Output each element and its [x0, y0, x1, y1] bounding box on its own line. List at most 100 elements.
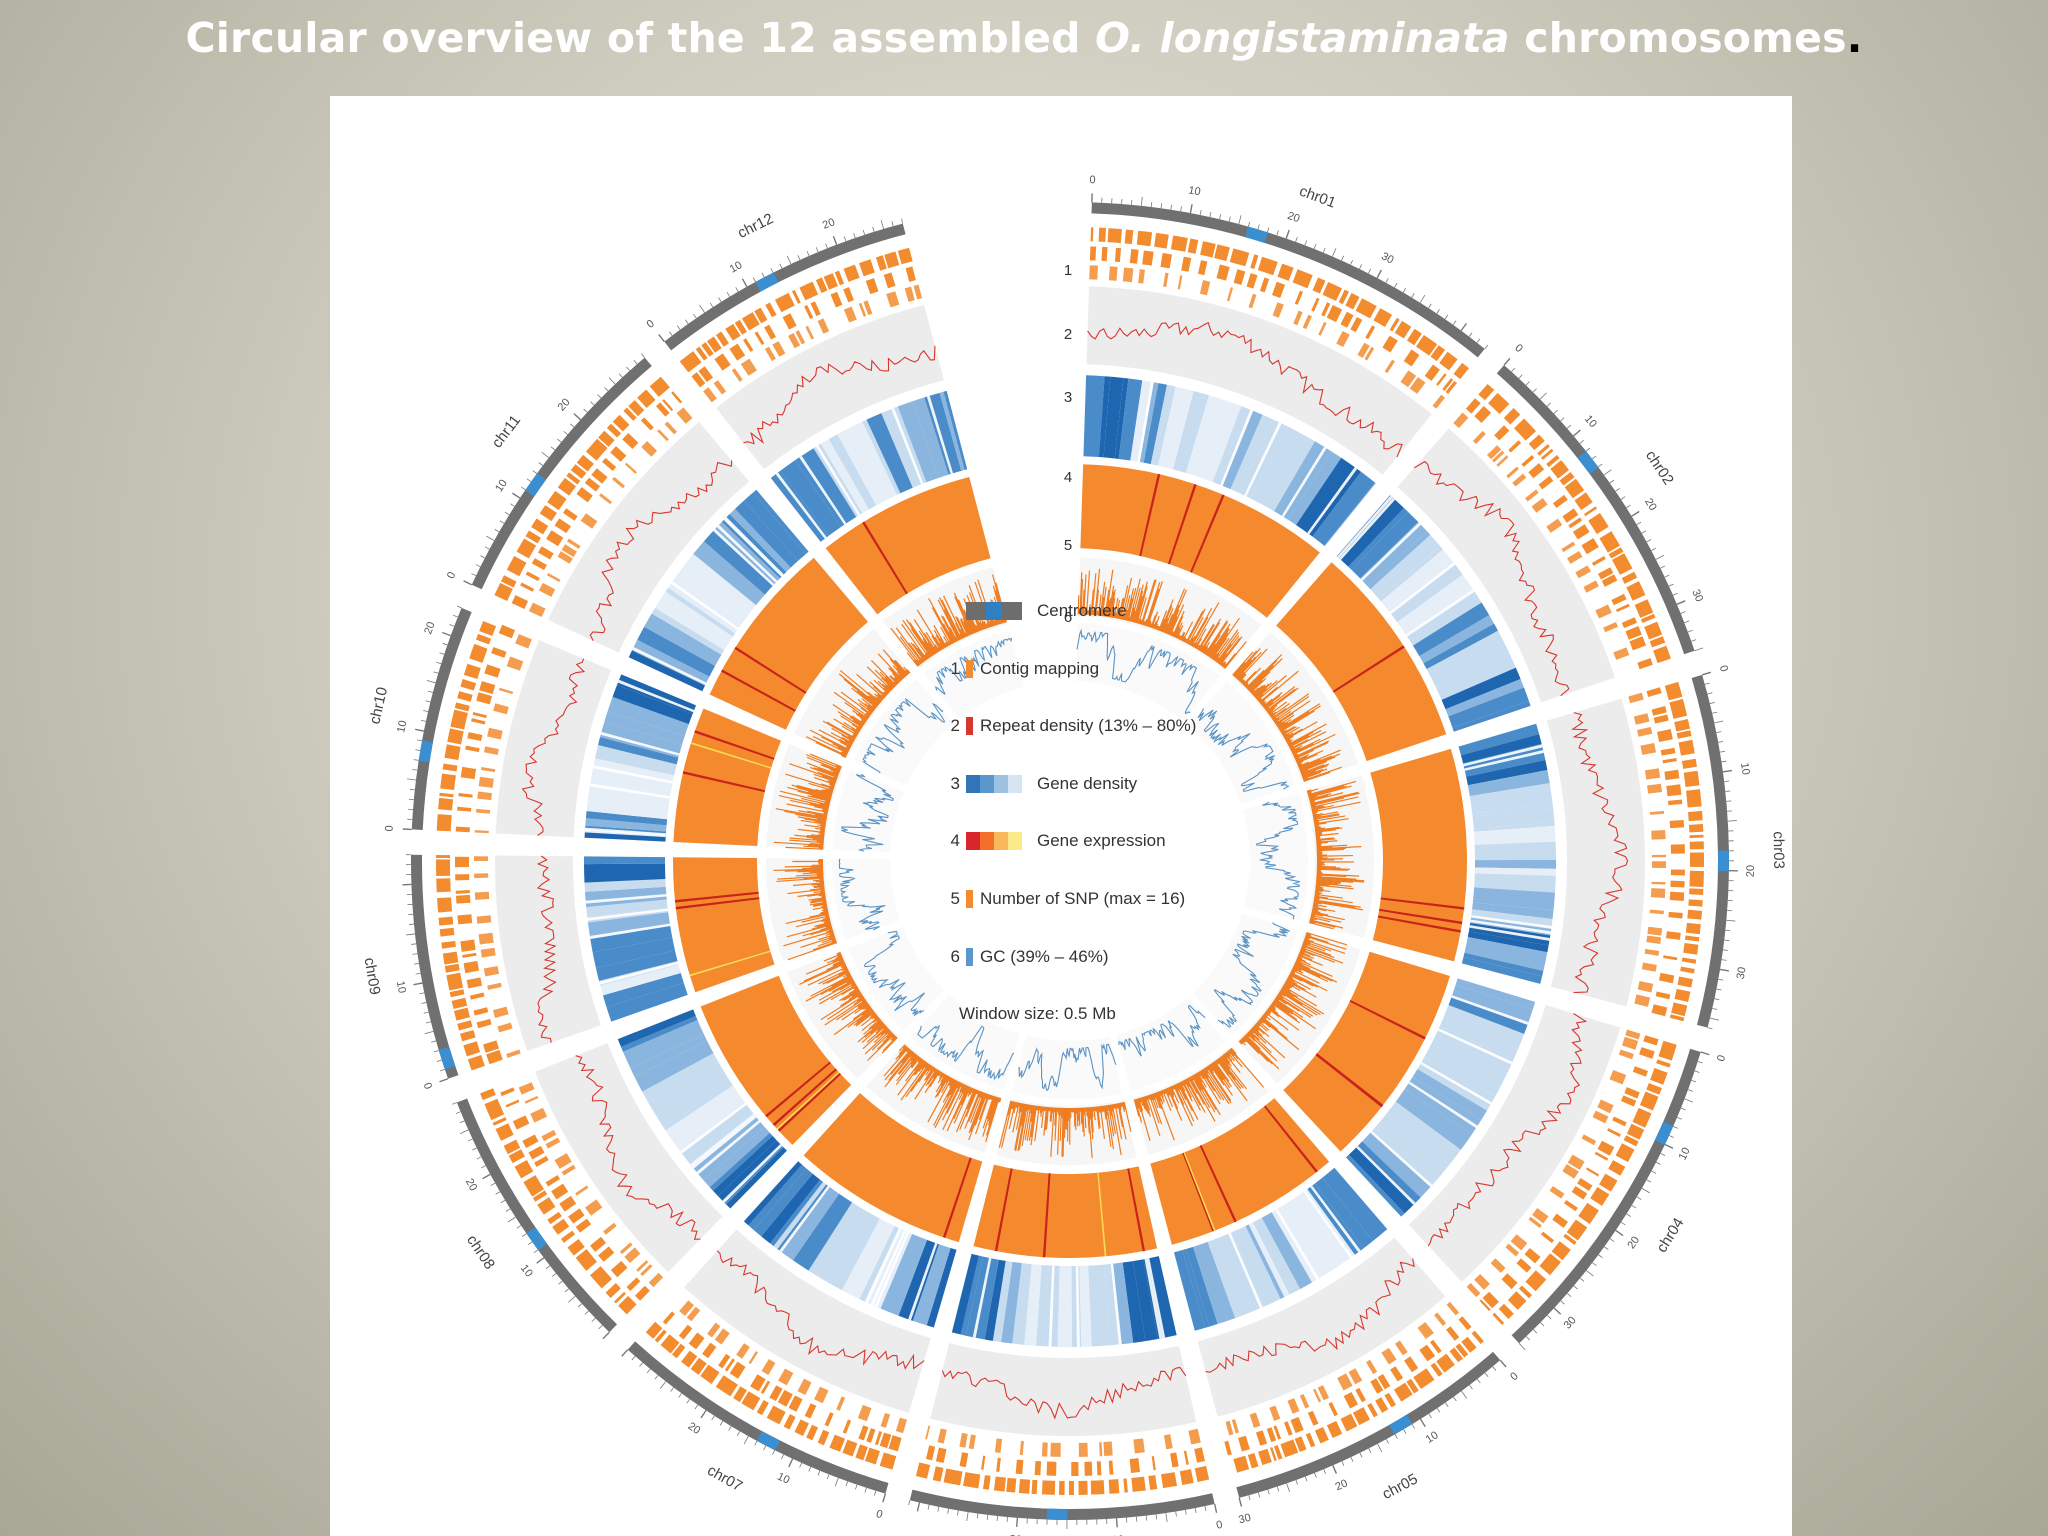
- contig-mark: [1313, 1388, 1322, 1403]
- contig-mark: [462, 952, 477, 958]
- axis-tick: [423, 1011, 429, 1014]
- gene-density-cell: [752, 489, 809, 555]
- snp-bar: [985, 1093, 989, 1099]
- snp-bar: [1258, 1019, 1263, 1024]
- snp-bar: [1190, 607, 1213, 646]
- snp-bar: [1134, 1099, 1143, 1123]
- snp-bar: [877, 693, 884, 700]
- contig-mark: [968, 1434, 976, 1450]
- snp-bar: [903, 666, 910, 674]
- snp-bar: [1303, 766, 1342, 781]
- snp-bar: [1113, 597, 1119, 619]
- snp-bar: [1183, 1080, 1187, 1085]
- snp-bar: [809, 912, 829, 918]
- contig-mark: [1340, 1413, 1358, 1432]
- gene-density-cell: [693, 541, 765, 606]
- gc-content-line: [1018, 1043, 1117, 1092]
- snp-bar: [1259, 1018, 1271, 1028]
- snp-bar: [853, 986, 859, 991]
- contig-mark: [1647, 926, 1663, 936]
- gene-density-gap: [1464, 749, 1544, 771]
- gene-density-cell: [1367, 531, 1431, 590]
- gene-density-cell: [1112, 1262, 1134, 1345]
- snp-bar: [913, 659, 920, 667]
- gene-density-cell: [1452, 701, 1531, 732]
- gene-density-cell: [773, 1181, 827, 1250]
- axis-tick: [1707, 692, 1713, 695]
- snp-bar: [877, 1023, 885, 1031]
- contig-mark: [528, 1145, 545, 1160]
- contig-mark: [500, 1087, 515, 1097]
- snp-bar: [791, 784, 832, 797]
- gene-density-gap: [1075, 1265, 1080, 1347]
- gene-density-cell: [880, 1233, 928, 1316]
- expression-high-mark: [1315, 1053, 1383, 1108]
- snp-bar: [946, 1082, 963, 1114]
- snp-bar: [1146, 581, 1164, 627]
- gene-density-cell: [743, 492, 806, 561]
- contig-mark: [1492, 450, 1505, 463]
- snp-bar: [1184, 638, 1188, 643]
- snp-bar: [913, 619, 937, 654]
- contig-mark: [1453, 362, 1469, 380]
- snp-bar: [831, 938, 836, 941]
- axis-tick: [1385, 278, 1389, 283]
- snp-bar: [1044, 1106, 1049, 1131]
- snp-bar: [960, 1086, 970, 1106]
- snp-bar: [1315, 884, 1354, 890]
- snp-bar: [1307, 780, 1357, 796]
- gene-density-cell: [926, 1247, 957, 1328]
- snp-bar: [968, 1091, 982, 1122]
- axis-tick: [1694, 647, 1704, 652]
- centromere-mark: [1717, 850, 1730, 872]
- snp-bar: [1255, 680, 1278, 700]
- snp-bar: [789, 763, 837, 781]
- contig-mark: [1161, 1472, 1178, 1489]
- legend-item-swatch: [966, 717, 973, 736]
- axis-tick: [1267, 227, 1270, 233]
- contig-mark: [748, 1351, 759, 1365]
- snp-bar: [1307, 792, 1312, 795]
- gene-density-cell: [1296, 457, 1358, 535]
- snp-bar: [1119, 1102, 1123, 1108]
- snp-bar: [1200, 1069, 1216, 1092]
- axis-tick: [1419, 1418, 1426, 1428]
- snp-bar: [1239, 678, 1244, 683]
- contig-mark: [1641, 962, 1657, 972]
- contig-mark: [1328, 1402, 1338, 1417]
- axis-tick: [996, 1515, 999, 1522]
- gene-density-cell: [777, 1184, 829, 1252]
- snp-bar: [813, 884, 825, 888]
- contig-mark: [1567, 550, 1583, 564]
- axis-tick: [1419, 294, 1426, 303]
- gene-density-cell: [898, 1239, 940, 1321]
- snp-bar: [802, 926, 833, 937]
- contig-mark: [1307, 1410, 1319, 1426]
- axis-tick: [1722, 769, 1732, 773]
- contig-mark: [460, 766, 477, 780]
- legend-item-swatch: [966, 659, 973, 678]
- snp-bar: [917, 1057, 922, 1064]
- snp-bar: [1062, 1107, 1065, 1157]
- snp-bar: [1063, 1107, 1066, 1138]
- contig-mark: [1611, 553, 1633, 575]
- gene-density-cell: [1122, 1261, 1146, 1343]
- contig-mark: [1114, 247, 1122, 263]
- snp-bar: [1167, 609, 1180, 635]
- gene-density-gap: [1471, 915, 1552, 929]
- gene-density-cell: [593, 758, 675, 781]
- contig-mark: [1687, 909, 1703, 920]
- snp-bar: [909, 622, 933, 657]
- contig-mark: [724, 1358, 735, 1372]
- axis-tick: [1295, 1479, 1299, 1485]
- snp-bar: [1249, 1030, 1260, 1041]
- snp-bar: [1105, 569, 1114, 617]
- contig-mark: [447, 728, 464, 745]
- snp-bar: [864, 714, 869, 719]
- axis-tick: [499, 520, 505, 524]
- contig-mark: [603, 1222, 617, 1235]
- snp-bar: [839, 988, 860, 1002]
- axis-tick: [512, 492, 521, 499]
- contig-mark: [493, 703, 509, 715]
- contig-mark: [1649, 909, 1664, 915]
